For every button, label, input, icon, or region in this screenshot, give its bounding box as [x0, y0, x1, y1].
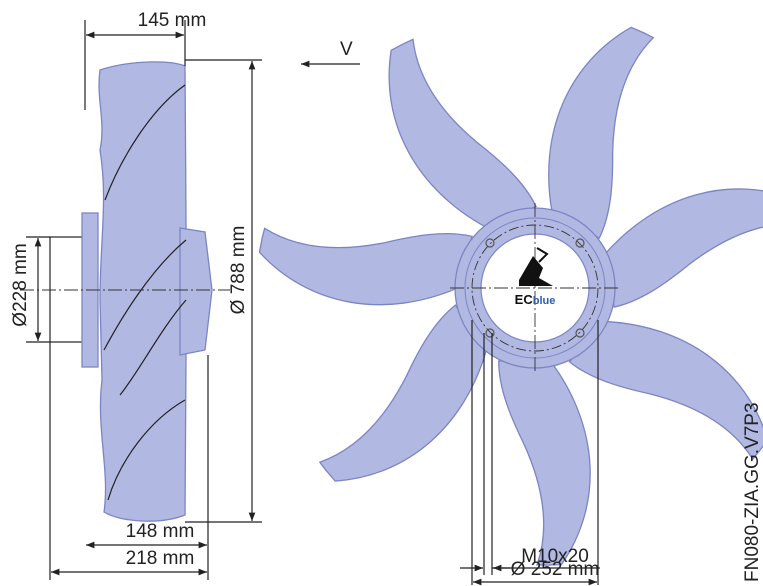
dim-label: 145 mm [138, 10, 207, 31]
front-view: ECblue [251, 23, 763, 577]
front-dimensions: M10x20 Ø 252 mm [460, 320, 600, 586]
side-dimensions: 145 mm Ø 788 mm Ø228 mm 148 mm 218 mm [10, 10, 262, 580]
dim-label: 218 mm [126, 548, 195, 569]
dim-label: M10x20 [521, 546, 589, 567]
bolt-holes [485, 238, 585, 338]
dim-label: 148 mm [126, 521, 195, 542]
model-code: FN080-ZIA.GG.V7P3 [742, 402, 763, 582]
logo-text: ECblue [515, 292, 556, 307]
logo-main: EC [515, 292, 534, 307]
dim-label: Ø 788 mm [228, 226, 249, 315]
logo-accent: blue [533, 295, 556, 307]
logo-icon [536, 247, 549, 263]
dim-label: Ø 252 mm [511, 559, 600, 580]
side-view [20, 61, 230, 522]
blade-edges [103, 84, 187, 501]
logo-icon [519, 256, 553, 286]
airflow-label: V [340, 39, 353, 60]
hub [179, 227, 213, 356]
airflow-indicator: V [301, 39, 360, 68]
dim-label: Ø228 mm [10, 243, 31, 326]
blade-body [98, 61, 187, 522]
